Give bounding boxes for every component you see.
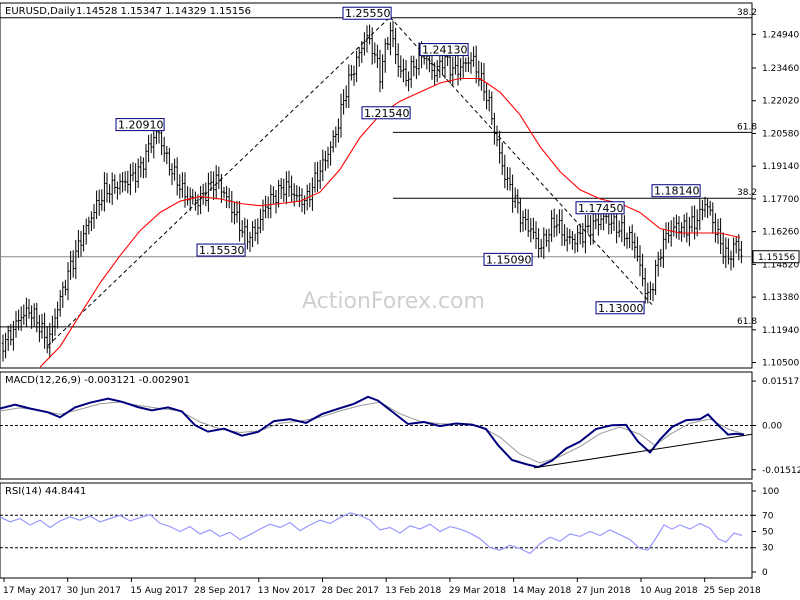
price-tick-label: 1.24940 [762,30,799,40]
price-label-box [651,184,701,198]
price-label-text: 1.25550 [345,7,391,20]
price-label-text: 1.24130 [422,44,468,57]
rsi-panel [0,482,753,579]
rsi-tick-label: 0 [762,568,768,578]
price-label-box [595,301,645,315]
fib-382-top-label: 38.2 [737,8,757,18]
x-tick-label: 28 Dec 2017 [322,586,380,596]
price-tick-label: 1.22020 [762,97,799,107]
price-label-text: 1.13000 [598,302,644,315]
price-label-text: 1.18140 [654,185,700,198]
x-tick-label: 28 Sep 2017 [194,586,251,596]
rsi-line [0,512,743,555]
price-label-box [419,43,469,57]
watermark: ActionForex.com [302,289,485,314]
macd-trendline [533,433,753,469]
rise-trendline [47,16,391,346]
macd-label: MACD(12,26,9) -0.003121 -0.002901 [5,375,190,386]
price-tick-label: 1.13380 [762,293,799,303]
last-price-tag [752,250,800,264]
price-tick-label: 1.10500 [762,359,799,369]
price-tick-label: 1.20580 [762,129,799,139]
rsi-label: RSI(14) 44.8441 [5,486,86,497]
price-label-text: 1.20910 [118,119,164,132]
fib-618-bottom-label: 61.8 [737,317,757,327]
x-tick-label: 13 Nov 2017 [258,586,316,596]
price-tick-label: 1.19140 [762,162,799,172]
price-tick-label: 1.17700 [762,195,799,205]
x-tick-label: 17 May 2017 [3,586,62,596]
price-tick-label: 1.23460 [762,64,799,74]
rsi-tick-label: 30 [762,544,774,554]
price-label-text: 1.21540 [364,107,410,120]
fall-trendline [389,16,653,305]
chart-header-ohlc: 1.14528 1.15347 1.14329 1.15156 [76,6,251,17]
price-label-box [361,106,411,120]
price-tick-label: 1.11940 [762,326,799,336]
price-label-text: 1.15530 [199,244,245,257]
macd-tick-label: 0.015178 [762,377,800,387]
fib-382-lower-label: 38.2 [737,188,757,198]
fib-618-upper-label: 61.8 [737,122,757,132]
price-tick-label: 1.16260 [762,228,799,238]
price-label-box [575,201,625,215]
price-label-box [115,118,165,132]
last-price-value: 1.15156 [758,253,795,263]
price-label-box [483,252,533,266]
price-tick-label: 1.14820 [762,260,799,270]
x-tick-label: 15 Aug 2017 [130,586,188,596]
price-label-text: 1.17450 [578,202,624,215]
macd-tick-label: -0.015128 [762,466,800,476]
price-label-text: 1.15090 [486,253,532,266]
rsi-tick-label: 100 [762,487,779,497]
x-tick-label: 29 Mar 2018 [449,586,506,596]
x-tick-label: 30 Jun 2017 [67,586,121,596]
price-label-box [196,243,246,257]
price-label-box [342,6,392,20]
x-tick-label: 25 Sep 2018 [704,586,761,596]
x-tick-label: 10 Aug 2018 [640,586,698,596]
x-tick-label: 27 Jun 2018 [576,586,630,596]
rsi-tick-label: 50 [762,528,774,538]
x-tick-label: 14 May 2018 [513,586,572,596]
macd-tick-label: 0.00 [762,422,782,432]
x-tick-label: 13 Feb 2018 [385,586,441,596]
chart-header-symbol: EURUSD,Daily [5,6,76,17]
rsi-tick-label: 70 [762,511,774,521]
